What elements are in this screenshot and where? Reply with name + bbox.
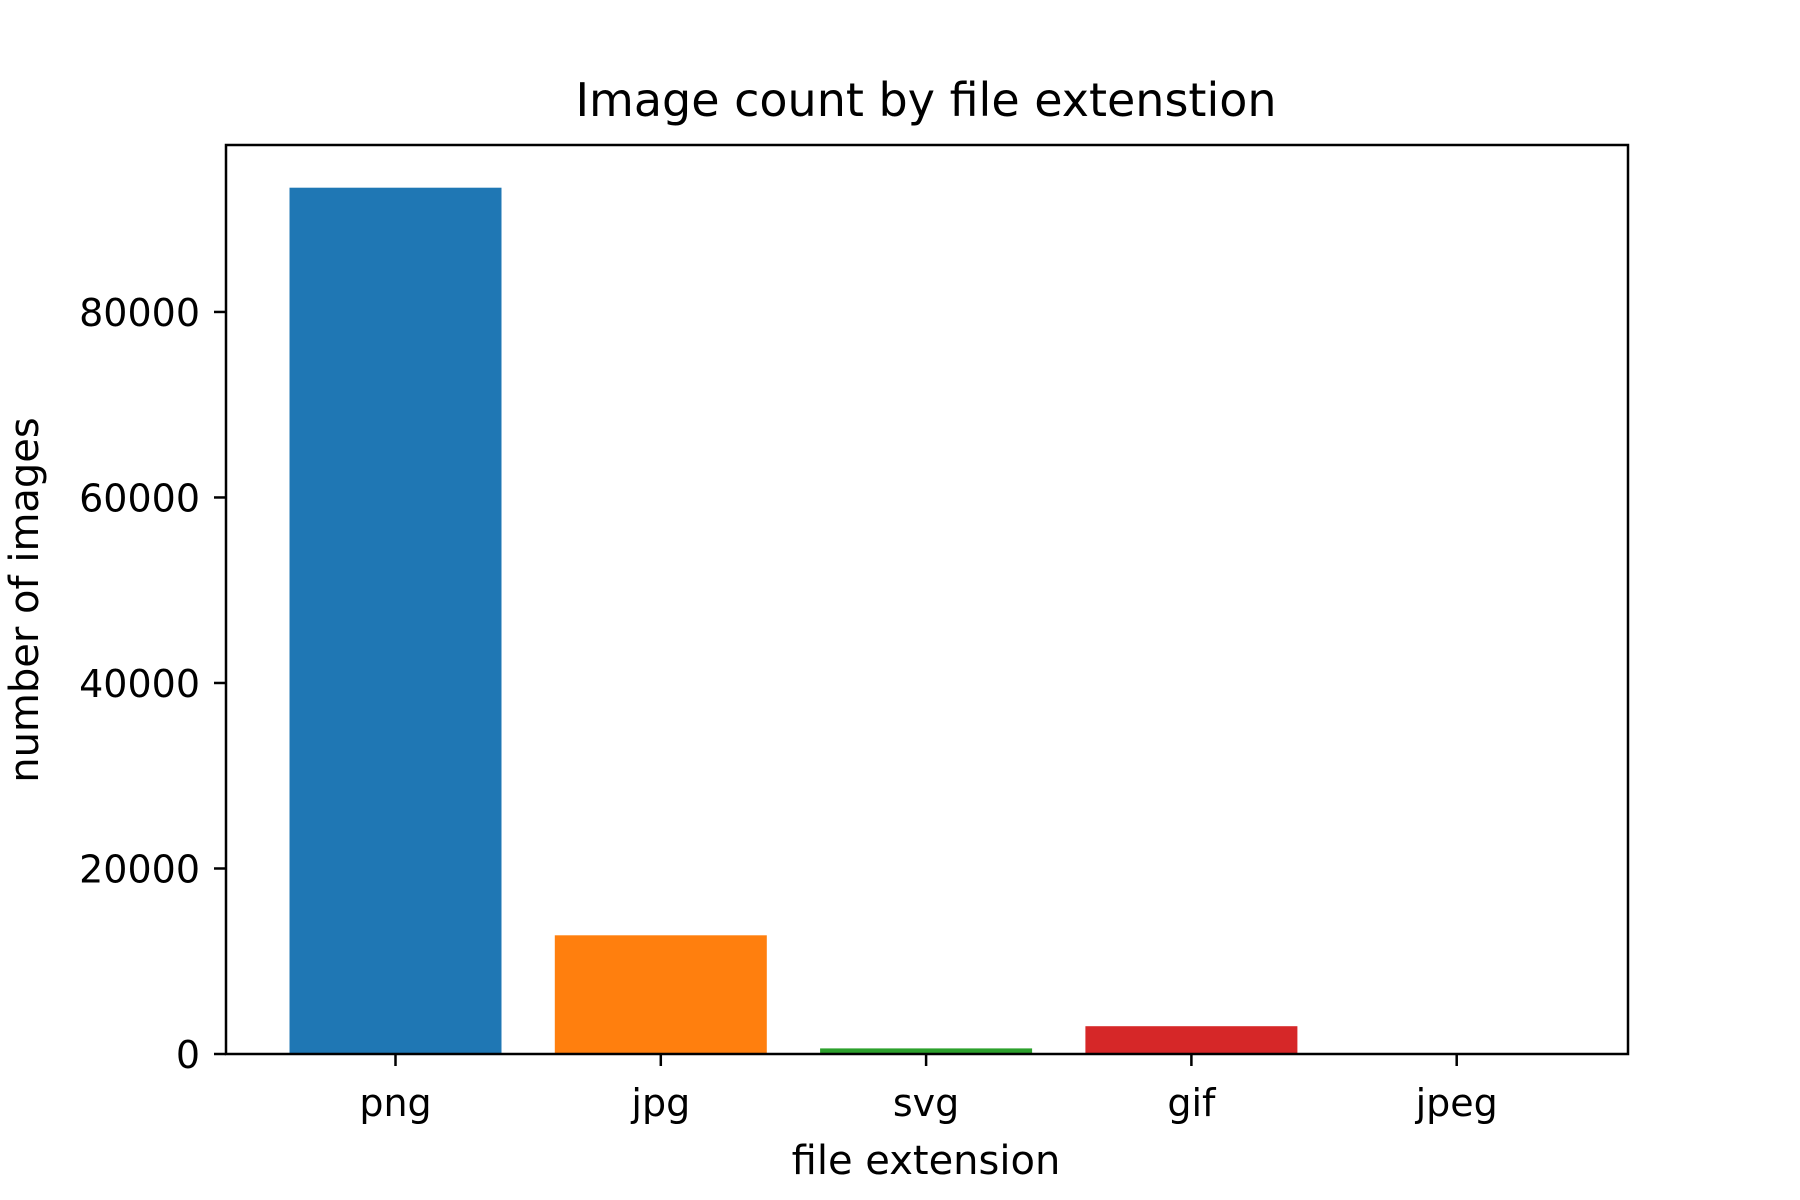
x-tick-label-jpg: jpg [630,1081,690,1125]
y-tick-label-80000: 80000 [79,291,200,335]
y-axis-label: number of images [2,417,48,783]
x-tick-label-gif: gif [1167,1081,1217,1125]
bar-svg [820,1048,1033,1054]
chart-title: Image count by file extenstion [575,73,1276,127]
x-tick-label-jpeg: jpeg [1415,1081,1498,1125]
y-axis-ticks: 0 20000 40000 60000 80000 [79,291,226,1077]
x-tick-label-svg: svg [893,1081,959,1125]
bar-jpg [554,935,767,1054]
y-tick-label-0: 0 [176,1033,200,1077]
y-tick-label-20000: 20000 [79,847,200,891]
plot-frame [224,143,1630,1056]
y-tick-label-40000: 40000 [79,662,200,706]
y-tick-label-60000: 60000 [79,476,200,520]
x-axis-ticks: png jpg svg gif jpeg [359,1054,1498,1125]
bar-gif [1085,1026,1298,1054]
bars-group [289,187,1563,1054]
bar-png [289,187,502,1054]
x-tick-label-png: png [359,1081,431,1125]
x-axis-label: file extension [792,1138,1061,1184]
